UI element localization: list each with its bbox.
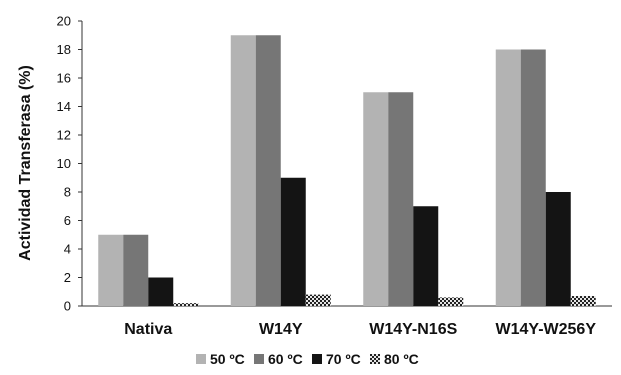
bar xyxy=(123,234,149,306)
bar xyxy=(388,92,414,306)
x-category-label: W14Y-W256Y xyxy=(496,321,597,338)
y-tick-label: 2 xyxy=(64,270,71,285)
legend: 50 ºC 60 ºC 70 ºC 80 ºC xyxy=(196,351,419,367)
y-axis-title-group: Actividad Transferasa (%) xyxy=(17,65,34,261)
x-category-label: W14Y xyxy=(259,321,303,338)
bar xyxy=(363,92,389,306)
legend-swatch xyxy=(312,354,322,364)
y-tick-label: 20 xyxy=(57,14,71,29)
y-tick-label: 8 xyxy=(64,185,71,200)
bar xyxy=(438,297,464,306)
legend-swatch xyxy=(254,354,264,364)
x-category-label: Nativa xyxy=(124,321,172,338)
y-tick-label: 14 xyxy=(57,99,71,114)
legend-label: 50 ºC xyxy=(210,351,245,367)
y-tick-label: 4 xyxy=(64,242,71,257)
bar xyxy=(413,206,439,306)
y-tick-label: 6 xyxy=(64,213,71,228)
legend-swatch xyxy=(370,354,380,364)
y-tick-label: 10 xyxy=(57,156,71,171)
y-tick-label: 18 xyxy=(57,42,71,57)
x-category-label: W14Y-N16S xyxy=(369,321,457,338)
bar xyxy=(305,294,331,306)
bar xyxy=(230,35,256,306)
bar xyxy=(495,49,521,306)
bar xyxy=(148,277,174,306)
legend-label: 70 ºC xyxy=(326,351,361,367)
bar xyxy=(255,35,281,306)
bar xyxy=(98,234,124,306)
x-axis-labels: Nativa W14Y W14Y-N16S W14Y-W256Y xyxy=(124,321,596,338)
legend-label: 80 ºC xyxy=(384,351,419,367)
legend-swatch xyxy=(196,354,206,364)
y-tick-label: 12 xyxy=(57,128,71,143)
bar xyxy=(545,192,571,306)
bar xyxy=(520,49,546,306)
y-axis-ticks: 0 2 4 6 8 10 12 14 16 18 20 xyxy=(57,14,82,314)
legend-label: 60 ºC xyxy=(268,351,303,367)
y-tick-label: 0 xyxy=(64,299,71,314)
bar xyxy=(173,303,199,306)
y-tick-label: 16 xyxy=(57,71,71,86)
y-axis-title: Actividad Transferasa (%) xyxy=(17,65,34,261)
bar xyxy=(570,296,596,306)
bar xyxy=(280,177,306,306)
bars xyxy=(98,35,596,306)
